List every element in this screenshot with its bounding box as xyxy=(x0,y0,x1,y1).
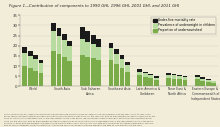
Bar xyxy=(143,72,148,73)
Bar xyxy=(177,79,182,86)
Bar xyxy=(80,55,85,86)
Bar xyxy=(125,62,130,65)
Bar xyxy=(28,68,33,86)
Bar xyxy=(33,55,38,59)
Bar xyxy=(85,42,90,57)
Bar xyxy=(120,59,124,68)
Bar xyxy=(138,72,142,75)
Bar xyxy=(177,76,182,79)
Bar xyxy=(57,28,61,36)
Bar xyxy=(109,60,114,86)
Bar xyxy=(68,46,72,61)
Bar xyxy=(51,31,56,51)
Bar xyxy=(195,75,200,77)
Bar xyxy=(51,51,56,86)
Text: Figure 1—Contribution of components to 1990 GHI, 1996 GHI, 2001 GHI, and 2011 GH: Figure 1—Contribution of components to 1… xyxy=(9,4,179,8)
Bar xyxy=(96,60,101,86)
Bar xyxy=(200,77,205,79)
Bar xyxy=(177,75,182,76)
Bar xyxy=(166,75,171,78)
Bar xyxy=(91,44,95,58)
Bar xyxy=(154,76,159,78)
Bar xyxy=(22,53,27,66)
Bar xyxy=(125,65,130,72)
Bar xyxy=(33,70,38,86)
Bar xyxy=(183,80,187,86)
Bar xyxy=(80,27,85,39)
Bar xyxy=(39,60,43,63)
Bar xyxy=(80,39,85,55)
Bar xyxy=(96,39,101,47)
Bar xyxy=(62,40,67,57)
Bar xyxy=(91,35,95,44)
Bar xyxy=(172,79,176,86)
Bar xyxy=(120,68,124,86)
Bar xyxy=(51,23,56,31)
Bar xyxy=(143,73,148,77)
Bar xyxy=(138,75,142,86)
Bar xyxy=(183,76,187,77)
Bar xyxy=(200,79,205,81)
Bar xyxy=(91,58,95,86)
Text: Notes: For the 1990 GHI, data on the proportion of undernourished are for the 19: Notes: For the 1990 GHI, data on the pro… xyxy=(4,114,156,126)
Bar xyxy=(68,41,72,46)
Bar xyxy=(39,73,43,86)
Bar xyxy=(138,69,142,72)
Bar xyxy=(33,59,38,70)
Bar xyxy=(62,34,67,40)
Bar xyxy=(114,49,119,54)
Bar xyxy=(172,74,176,75)
Bar xyxy=(211,82,216,83)
Bar xyxy=(206,80,211,82)
Bar xyxy=(28,51,33,56)
Bar xyxy=(109,48,114,60)
Bar xyxy=(57,36,61,54)
Bar xyxy=(195,79,200,86)
Bar xyxy=(109,43,114,48)
Bar xyxy=(120,55,124,59)
Bar xyxy=(148,75,153,78)
Bar xyxy=(39,63,43,73)
Bar xyxy=(148,78,153,86)
Bar xyxy=(85,57,90,86)
Bar xyxy=(114,54,119,64)
Bar xyxy=(206,82,211,86)
Bar xyxy=(114,64,119,86)
Bar xyxy=(22,66,27,86)
Bar xyxy=(200,81,205,86)
Bar xyxy=(68,61,72,86)
Bar xyxy=(125,72,130,86)
Bar xyxy=(154,80,159,86)
Bar xyxy=(57,54,61,86)
Bar xyxy=(211,81,216,82)
Bar xyxy=(166,73,171,75)
Legend: Under-five mortality rate, Prevalence of underweight in children, Proportion of : Under-five mortality rate, Prevalence of… xyxy=(151,17,216,34)
Bar xyxy=(28,56,33,68)
Bar xyxy=(195,77,200,79)
Bar xyxy=(211,83,216,86)
Bar xyxy=(85,31,90,42)
Bar xyxy=(154,78,159,80)
Bar xyxy=(166,78,171,86)
Bar xyxy=(143,77,148,86)
Bar xyxy=(22,47,27,53)
Bar xyxy=(148,74,153,75)
Bar xyxy=(62,57,67,86)
Bar xyxy=(96,47,101,60)
Bar xyxy=(172,75,176,79)
Bar xyxy=(183,77,187,80)
